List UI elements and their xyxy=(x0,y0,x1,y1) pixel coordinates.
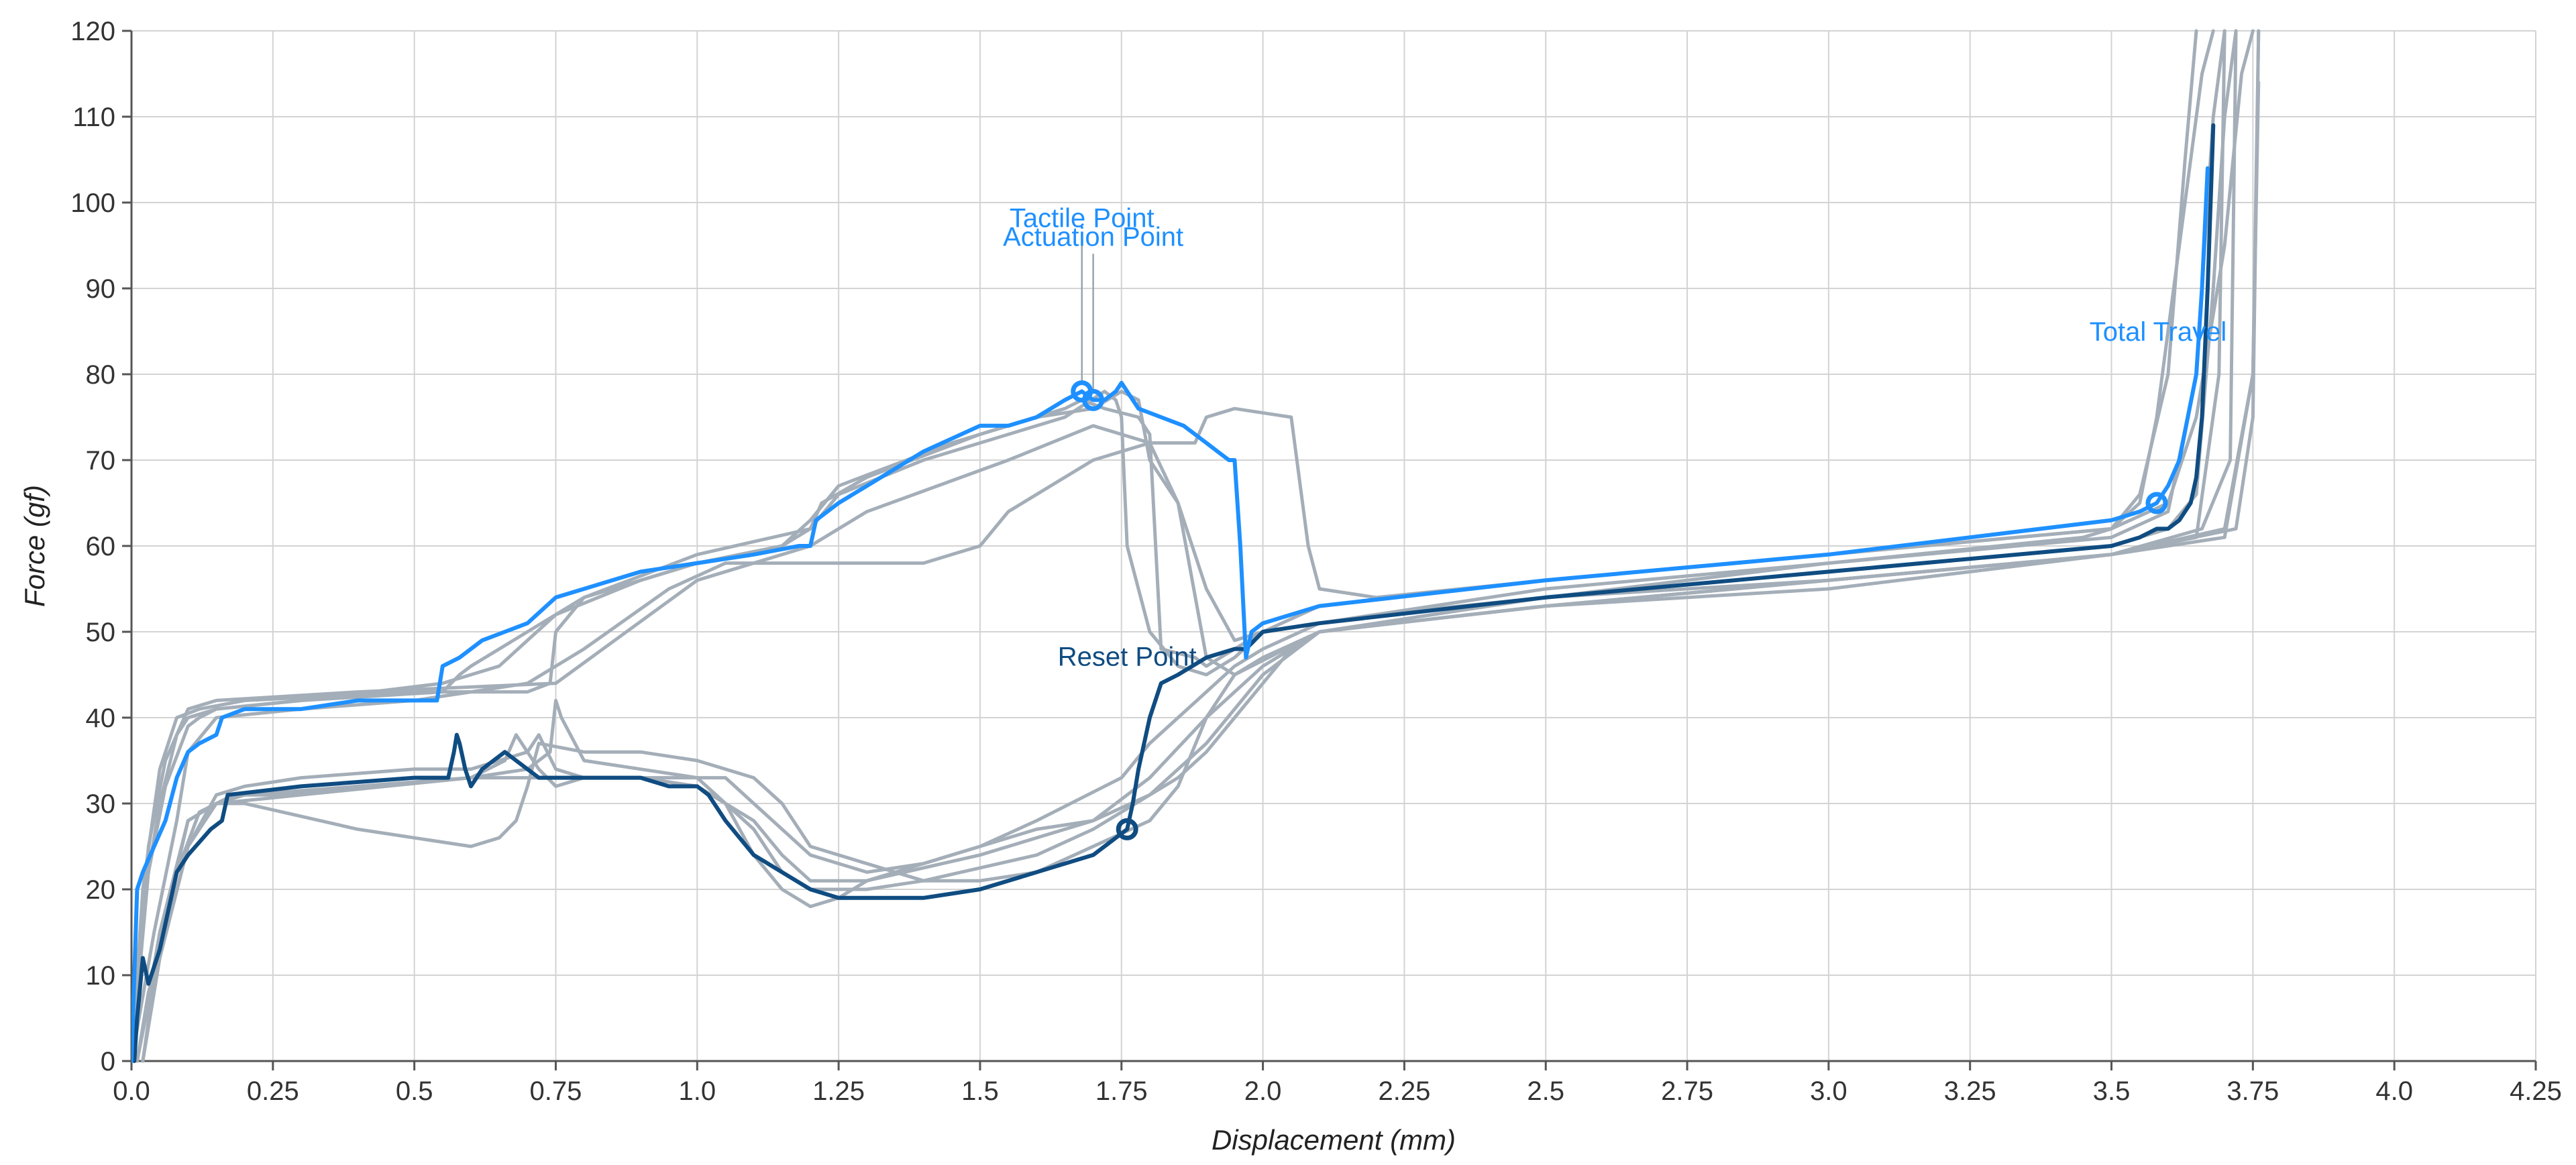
x-tick-label: 2.0 xyxy=(1244,1076,1282,1106)
actuation-point-marker xyxy=(1082,388,1105,411)
y-tick-label: 50 xyxy=(86,618,116,647)
y-tick-label: 60 xyxy=(86,532,116,561)
total-travel-marker xyxy=(2145,492,2168,514)
y-tick-label: 40 xyxy=(86,704,116,733)
y-tick-label: 90 xyxy=(86,274,116,304)
x-tick-label: 3.5 xyxy=(2093,1076,2131,1106)
y-tick-label: 70 xyxy=(86,446,116,476)
x-tick-label: 3.25 xyxy=(1944,1076,1996,1106)
y-tick-label: 100 xyxy=(70,188,115,218)
actuation-point-label: Actuation Point xyxy=(1003,222,1183,252)
y-tick-label: 10 xyxy=(86,961,116,991)
y-axis-ticks: 0 10 20 30 40 50 60 70 80 90 100 110 120 xyxy=(70,17,131,1076)
y-tick-label: 0 xyxy=(101,1047,115,1076)
x-tick-label: 1.25 xyxy=(812,1076,865,1106)
y-tick-label: 80 xyxy=(86,360,116,390)
x-tick-label: 1.5 xyxy=(961,1076,999,1106)
tactile-point-label: Tactile Point xyxy=(1010,204,1155,233)
x-tick-label: 0.0 xyxy=(113,1076,150,1106)
total-travel-label: Total Travel xyxy=(2090,317,2227,347)
reset-point-label: Reset Point xyxy=(1058,642,1197,671)
y-tick-label: 30 xyxy=(86,789,116,819)
x-tick-label: 2.5 xyxy=(1527,1076,1564,1106)
x-tick-label: 1.0 xyxy=(678,1076,716,1106)
x-tick-label: 0.25 xyxy=(247,1076,299,1106)
x-tick-label: 0.75 xyxy=(530,1076,582,1106)
x-axis-ticks: 0.0 0.25 0.5 0.75 1.0 1.25 1.5 1.75 2.0 2.25 2.5 2.… xyxy=(113,1061,2562,1106)
y-axis-title: Force (gf) xyxy=(19,485,50,607)
series-line-upstroke xyxy=(132,123,2216,1063)
x-tick-label: 3.75 xyxy=(2226,1076,2279,1106)
x-axis-title: Displacement (mm) xyxy=(1212,1124,1456,1156)
series-line-run-9 xyxy=(135,29,2261,1063)
x-tick-label: 4.25 xyxy=(2510,1076,2562,1106)
x-tick-label: 2.25 xyxy=(1378,1076,1430,1106)
x-tick-label: 0.5 xyxy=(396,1076,433,1106)
y-tick-label: 110 xyxy=(72,103,115,132)
reset-point-marker xyxy=(1116,818,1138,840)
series-layer xyxy=(131,29,2261,1063)
grid xyxy=(131,30,2536,1062)
x-tick-label: 4.0 xyxy=(2375,1076,2413,1106)
y-tick-label: 120 xyxy=(70,17,115,46)
series-line-downstroke xyxy=(131,166,2210,1063)
series-line-run-4 xyxy=(131,29,2226,1063)
y-tick-label: 20 xyxy=(86,875,116,905)
x-tick-label: 3.0 xyxy=(1810,1076,1847,1106)
x-tick-label: 1.75 xyxy=(1095,1076,1148,1106)
series-line-run-2 xyxy=(131,29,2255,1063)
x-tick-label: 2.75 xyxy=(1661,1076,1713,1106)
